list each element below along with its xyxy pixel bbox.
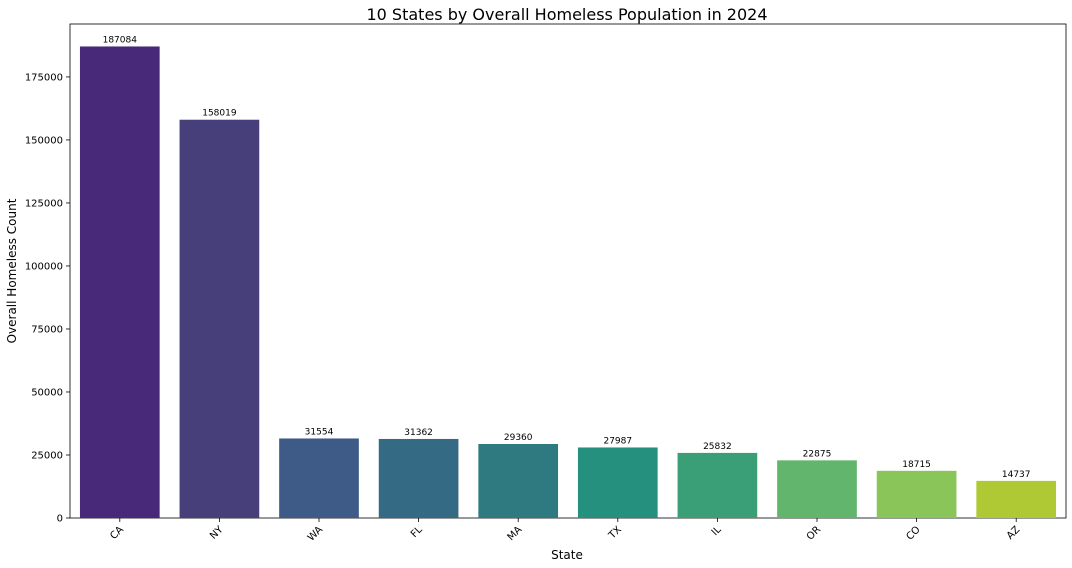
data-label-co: 18715 <box>902 460 931 470</box>
chart-title: 10 States by Overall Homeless Population… <box>366 5 767 24</box>
bar-wa <box>279 438 359 518</box>
plot-frame <box>69 23 1067 519</box>
x-tick-label-wa: WA <box>306 524 325 543</box>
x-tick-label-az: AZ <box>1005 524 1023 542</box>
y-tick-label: 75000 <box>31 324 63 335</box>
bar-fl <box>378 438 459 518</box>
data-label-az: 14737 <box>1002 470 1031 480</box>
bar-ma <box>478 444 559 518</box>
bar-tx <box>577 447 658 518</box>
bar-co <box>876 470 957 518</box>
data-label-or: 22875 <box>803 449 832 459</box>
y-axis-label: Overall Homeless Count <box>5 198 19 343</box>
x-tick-label-co: CO <box>904 524 922 542</box>
x-tick-label-or: OR <box>805 524 823 542</box>
data-label-ny: 158019 <box>202 109 237 119</box>
y-tick-label: 125000 <box>25 198 63 209</box>
bar-ca <box>79 46 160 519</box>
x-tick-label-il: IL <box>710 524 724 538</box>
data-label-il: 25832 <box>703 442 732 452</box>
data-label-wa: 31554 <box>305 427 334 437</box>
y-tick-label: 150000 <box>25 135 63 146</box>
data-label-tx: 27987 <box>603 436 632 446</box>
x-tick-label-ny: NY <box>208 524 226 542</box>
x-axis-label: State <box>551 548 583 562</box>
bar-az <box>976 480 1057 518</box>
y-tick-label: 0 <box>57 514 63 525</box>
data-label-fl: 31362 <box>404 428 433 438</box>
bar-or <box>777 460 857 518</box>
bar-il <box>677 452 758 518</box>
x-tick-label-fl: FL <box>409 524 425 540</box>
bar-ny <box>179 119 260 518</box>
x-tick-label-ca: CA <box>108 524 126 542</box>
y-tick-label: 50000 <box>31 387 63 398</box>
y-tick-label: 100000 <box>25 261 63 272</box>
x-tick-label-tx: TX <box>606 524 624 542</box>
data-label-ma: 29360 <box>504 433 533 443</box>
data-label-ca: 187084 <box>103 35 138 45</box>
y-tick-label: 175000 <box>25 72 63 83</box>
y-tick-label: 25000 <box>31 450 63 461</box>
plot-area: 0 25000 50000 75000 100000 125000 150000 175000… <box>25 23 1067 544</box>
x-tick-label-ma: MA <box>506 524 525 543</box>
